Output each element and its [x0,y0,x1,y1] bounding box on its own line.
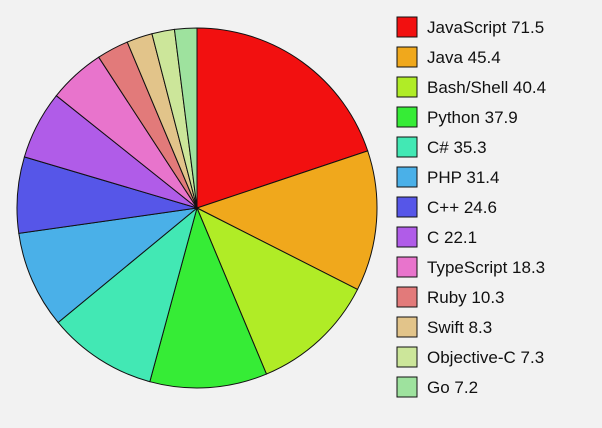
legend-label-csharp: C# 35.3 [427,138,487,157]
legend-label-cplusplus: C++ 24.6 [427,198,497,217]
legend-label-java: Java 45.4 [427,48,501,67]
legend-swatch-php [397,167,417,187]
legend-swatch-java [397,47,417,67]
legend-swatch-go [397,377,417,397]
legend-swatch-objective-c [397,347,417,367]
legend-swatch-cplusplus [397,197,417,217]
pie-slices [17,28,377,388]
legend-swatch-javascript [397,17,417,37]
legend-swatch-bash-shell [397,77,417,97]
legend-label-php: PHP 31.4 [427,168,499,187]
legend-label-swift: Swift 8.3 [427,318,492,337]
legend-label-c: C 22.1 [427,228,477,247]
legend: JavaScript 71.5 Java 45.4 Bash/Shell 40.4 P… [397,17,546,397]
legend-label-objective-c: Objective-C 7.3 [427,348,544,367]
legend-swatch-ruby [397,287,417,307]
legend-label-ruby: Ruby 10.3 [427,288,505,307]
legend-label-python: Python 37.9 [427,108,518,127]
legend-label-javascript: JavaScript 71.5 [427,18,544,37]
legend-swatch-typescript [397,257,417,277]
legend-label-go: Go 7.2 [427,378,478,397]
legend-swatch-csharp [397,137,417,157]
legend-label-bash-shell: Bash/Shell 40.4 [427,78,546,97]
legend-swatch-c [397,227,417,247]
legend-swatch-swift [397,317,417,337]
legend-label-typescript: TypeScript 18.3 [427,258,545,277]
legend-swatch-python [397,107,417,127]
